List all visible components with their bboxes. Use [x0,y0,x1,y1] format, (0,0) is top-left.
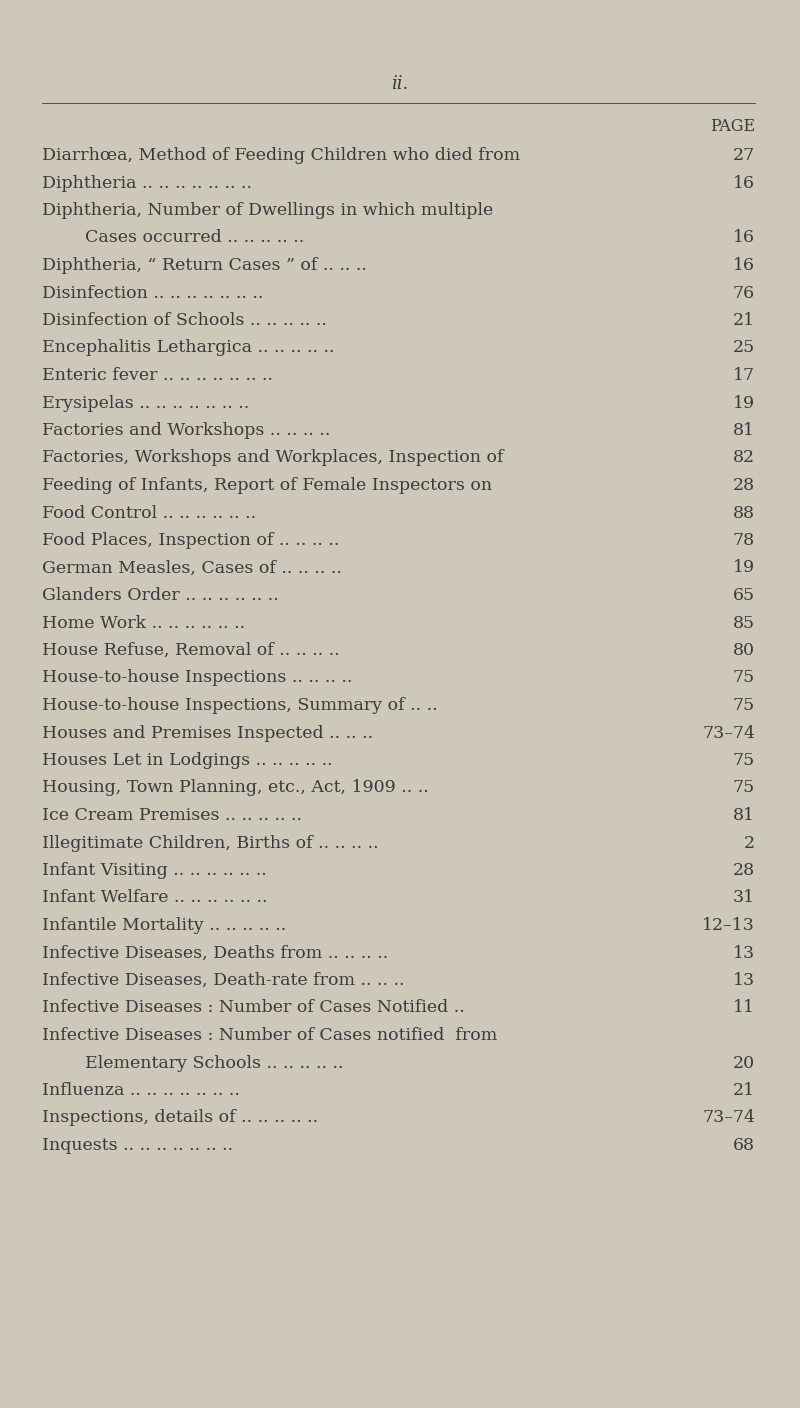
Text: 27: 27 [733,146,755,163]
Text: Erysipelas .. .. .. .. .. .. ..: Erysipelas .. .. .. .. .. .. .. [42,394,250,411]
Text: Factories, Workshops and Workplaces, Inspection of: Factories, Workshops and Workplaces, Ins… [42,449,503,466]
Text: Infant Visiting .. .. .. .. .. ..: Infant Visiting .. .. .. .. .. .. [42,862,266,879]
Text: 80: 80 [733,642,755,659]
Text: 16: 16 [733,230,755,246]
Text: 21: 21 [733,1081,755,1100]
Text: Home Work .. .. .. .. .. ..: Home Work .. .. .. .. .. .. [42,614,245,632]
Text: Feeding of Infants, Report of Female Inspectors on: Feeding of Infants, Report of Female Ins… [42,477,492,494]
Text: Influenza .. .. .. .. .. .. ..: Influenza .. .. .. .. .. .. .. [42,1081,240,1100]
Text: 19: 19 [733,559,755,576]
Text: 11: 11 [733,1000,755,1017]
Text: Houses Let in Lodgings .. .. .. .. ..: Houses Let in Lodgings .. .. .. .. .. [42,752,333,769]
Text: Infantile Mortality .. .. .. .. ..: Infantile Mortality .. .. .. .. .. [42,917,286,934]
Text: 88: 88 [733,504,755,521]
Text: Infant Welfare .. .. .. .. .. ..: Infant Welfare .. .. .. .. .. .. [42,890,267,907]
Text: 20: 20 [733,1055,755,1071]
Text: Factories and Workshops .. .. .. ..: Factories and Workshops .. .. .. .. [42,422,330,439]
Text: 76: 76 [733,284,755,301]
Text: 19: 19 [733,394,755,411]
Text: House-to-house Inspections .. .. .. ..: House-to-house Inspections .. .. .. .. [42,669,352,687]
Text: Food Control .. .. .. .. .. ..: Food Control .. .. .. .. .. .. [42,504,256,521]
Text: Elementary Schools .. .. .. .. ..: Elementary Schools .. .. .. .. .. [85,1055,343,1071]
Text: 13: 13 [733,945,755,962]
Text: 75: 75 [733,669,755,687]
Text: Enteric fever .. .. .. .. .. .. ..: Enteric fever .. .. .. .. .. .. .. [42,367,273,384]
Text: 81: 81 [733,807,755,824]
Text: Cases occurred .. .. .. .. ..: Cases occurred .. .. .. .. .. [85,230,304,246]
Text: 85: 85 [733,614,755,632]
Text: 16: 16 [733,175,755,191]
Text: Diphtheria, “ Return Cases ” of .. .. ..: Diphtheria, “ Return Cases ” of .. .. .. [42,258,367,275]
Text: Glanders Order .. .. .. .. .. ..: Glanders Order .. .. .. .. .. .. [42,587,278,604]
Text: Infective Diseases : Number of Cases notified  from: Infective Diseases : Number of Cases not… [42,1026,498,1043]
Text: Ice Cream Premises .. .. .. .. ..: Ice Cream Premises .. .. .. .. .. [42,807,302,824]
Text: Housing, Town Planning, etc., Act, 1909 .. ..: Housing, Town Planning, etc., Act, 1909 … [42,780,429,797]
Text: 75: 75 [733,780,755,797]
Text: Diphtheria, Number of Dwellings in which multiple: Diphtheria, Number of Dwellings in which… [42,201,494,220]
Text: Infective Diseases, Deaths from .. .. .. ..: Infective Diseases, Deaths from .. .. ..… [42,945,388,962]
Text: Encephalitis Lethargica .. .. .. .. ..: Encephalitis Lethargica .. .. .. .. .. [42,339,334,356]
Text: Disinfection of Schools .. .. .. .. ..: Disinfection of Schools .. .. .. .. .. [42,313,327,329]
Text: Inquests .. .. .. .. .. .. ..: Inquests .. .. .. .. .. .. .. [42,1138,233,1155]
Text: Diphtheria .. .. .. .. .. .. ..: Diphtheria .. .. .. .. .. .. .. [42,175,252,191]
Text: 73–74: 73–74 [702,725,755,742]
Text: 21: 21 [733,313,755,329]
Text: 82: 82 [733,449,755,466]
Text: 73–74: 73–74 [702,1110,755,1126]
Text: 2: 2 [744,835,755,852]
Text: 25: 25 [733,339,755,356]
Text: 28: 28 [733,477,755,494]
Text: 28: 28 [733,862,755,879]
Text: 75: 75 [733,752,755,769]
Text: Infective Diseases, Death-rate from .. .. ..: Infective Diseases, Death-rate from .. .… [42,972,405,988]
Text: ii.: ii. [391,75,409,93]
Text: PAGE: PAGE [710,118,755,135]
Text: 31: 31 [733,890,755,907]
Text: 17: 17 [733,367,755,384]
Text: German Measles, Cases of .. .. .. ..: German Measles, Cases of .. .. .. .. [42,559,342,576]
Text: 65: 65 [733,587,755,604]
Text: Houses and Premises Inspected .. .. ..: Houses and Premises Inspected .. .. .. [42,725,373,742]
Text: 12–13: 12–13 [702,917,755,934]
Text: House-to-house Inspections, Summary of .. ..: House-to-house Inspections, Summary of .… [42,697,438,714]
Text: 16: 16 [733,258,755,275]
Text: 68: 68 [733,1138,755,1155]
Text: Illegitimate Children, Births of .. .. .. ..: Illegitimate Children, Births of .. .. .… [42,835,378,852]
Text: Diarrhœa, Method of Feeding Children who died from: Diarrhœa, Method of Feeding Children who… [42,146,520,163]
Text: Food Places, Inspection of .. .. .. ..: Food Places, Inspection of .. .. .. .. [42,532,339,549]
Text: House Refuse, Removal of .. .. .. ..: House Refuse, Removal of .. .. .. .. [42,642,340,659]
Text: Infective Diseases : Number of Cases Notified ..: Infective Diseases : Number of Cases Not… [42,1000,465,1017]
Text: 78: 78 [733,532,755,549]
Text: 75: 75 [733,697,755,714]
Text: Inspections, details of .. .. .. .. ..: Inspections, details of .. .. .. .. .. [42,1110,318,1126]
Text: 13: 13 [733,972,755,988]
Text: 81: 81 [733,422,755,439]
Text: Disinfection .. .. .. .. .. .. ..: Disinfection .. .. .. .. .. .. .. [42,284,263,301]
